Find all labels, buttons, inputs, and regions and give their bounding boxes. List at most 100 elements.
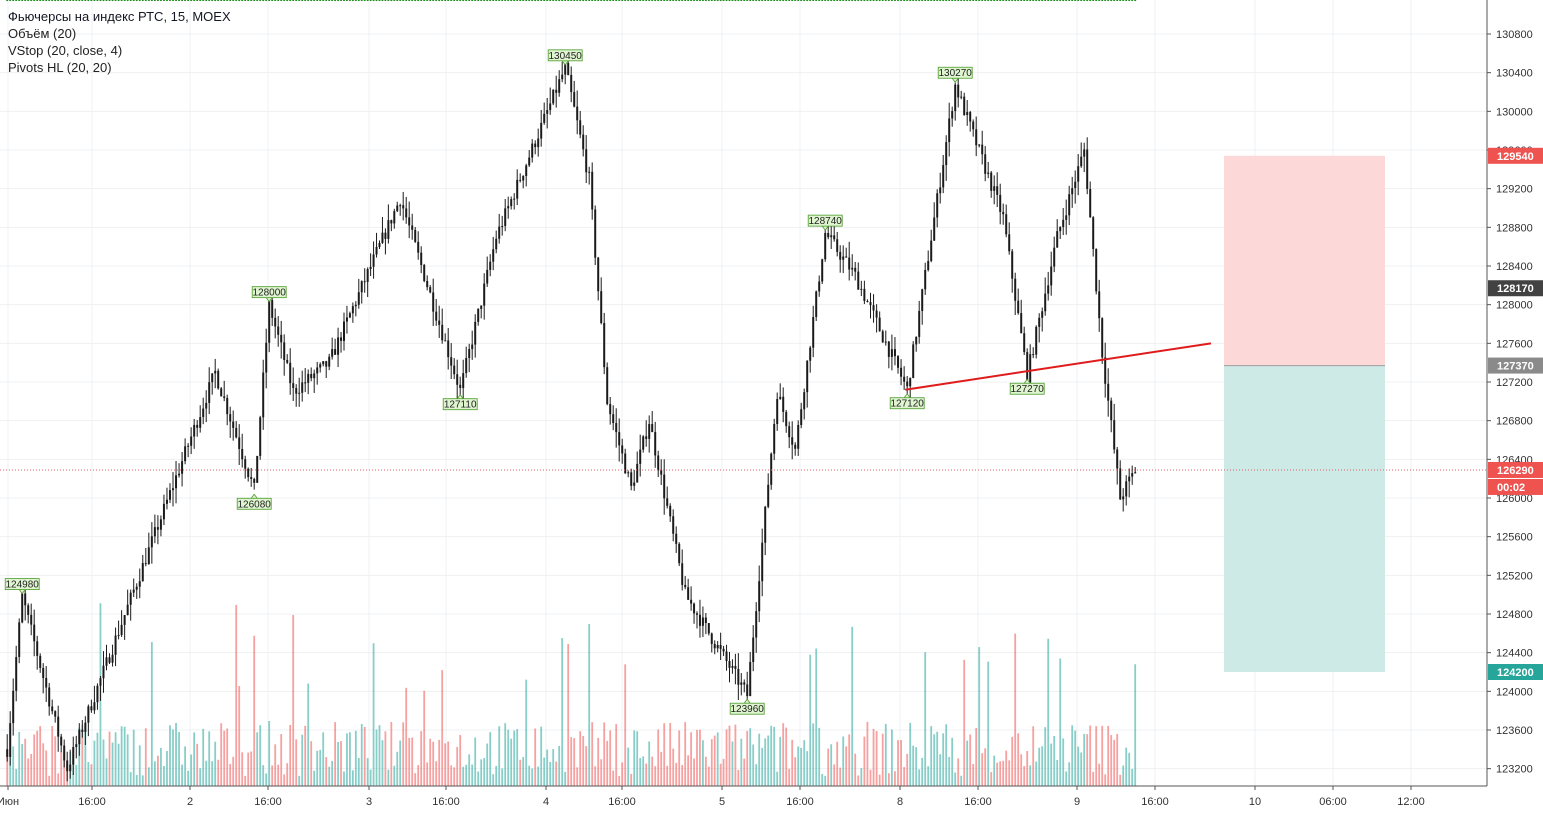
volume-bar — [642, 756, 645, 786]
volume-bar — [184, 746, 187, 786]
volume-bar — [525, 679, 528, 786]
candle-body — [903, 376, 906, 382]
candle-body — [36, 641, 39, 656]
price-tick-label: 123200 — [1496, 764, 1533, 776]
volume-bar — [627, 747, 630, 786]
candle-body — [999, 194, 1002, 212]
volume-bar — [900, 740, 902, 786]
volume-bar — [767, 735, 770, 786]
pivot-label-high: 128740 — [809, 216, 843, 227]
volume-bar — [836, 741, 839, 786]
vstop-dot — [875, 0, 878, 2]
candle-body — [1017, 300, 1020, 314]
vstop-dot — [990, 0, 993, 2]
vstop-dot — [1059, 0, 1062, 2]
candle-body — [1068, 194, 1071, 216]
time-tick-label: 16:00 — [78, 796, 106, 808]
candle-body — [606, 367, 609, 405]
candle-body — [951, 111, 954, 119]
volume-bar — [1116, 733, 1119, 786]
volume-bar — [912, 745, 915, 786]
volume-bar — [621, 762, 624, 786]
candle-body — [1020, 313, 1023, 334]
vstop-dot — [423, 0, 426, 2]
pivot-label-high: 130450 — [549, 51, 583, 62]
volume-bar — [507, 729, 510, 786]
volume-bar — [528, 765, 531, 786]
volume-bar — [1071, 725, 1074, 786]
volume-bar — [1026, 751, 1029, 786]
candle-body — [1005, 214, 1008, 235]
volume-bar — [369, 769, 372, 786]
vstop-dot — [1008, 0, 1011, 2]
candle-body — [492, 249, 495, 262]
vstop-dot — [348, 0, 352, 2]
pivots-indicator-label[interactable]: Pivots HL (20, 20) — [8, 60, 112, 75]
candle-body — [681, 563, 684, 585]
candle-body — [489, 261, 492, 270]
candle-body — [387, 220, 390, 239]
vstop-dot — [1083, 0, 1086, 2]
stop-loss-zone[interactable] — [1224, 155, 1385, 366]
volume-bar — [570, 737, 573, 786]
candle-body — [286, 359, 289, 363]
vstop-dot — [537, 0, 540, 2]
pivot-label-high: 124980 — [6, 580, 40, 591]
vstop-dot — [927, 0, 930, 2]
vstop-indicator-label[interactable]: VStop (20, close, 4) — [8, 43, 123, 58]
candle-body — [102, 665, 105, 679]
candle-body — [609, 404, 612, 415]
volume-bar — [1128, 752, 1131, 786]
volume-bar — [981, 753, 984, 786]
candle-body — [12, 690, 15, 724]
vstop-dot — [1107, 0, 1110, 2]
volume-bar — [891, 729, 893, 786]
vstop-dot — [522, 0, 525, 2]
vstop-dot — [869, 0, 872, 2]
volume-bar — [205, 760, 208, 786]
take-profit-zone[interactable] — [1224, 365, 1385, 673]
vstop-dot — [639, 0, 642, 2]
volume-bar — [378, 725, 381, 786]
volume-bar — [1011, 736, 1014, 786]
volume-bar — [354, 730, 357, 786]
vstop-dot — [1089, 0, 1092, 2]
candle-body — [1104, 357, 1107, 384]
volume-bar — [906, 753, 909, 786]
volume-bar — [918, 769, 921, 786]
volume-indicator-label[interactable]: Объём (20) — [8, 26, 77, 41]
candle-body — [528, 157, 531, 166]
vstop-dot — [681, 0, 684, 2]
candle-body — [800, 409, 803, 425]
volume-bar — [552, 749, 555, 786]
vstop-dot — [408, 0, 411, 2]
candle-body — [114, 635, 117, 655]
candle-body — [307, 373, 310, 383]
candle-body — [915, 336, 918, 345]
candle-body — [181, 461, 184, 474]
candle-body — [21, 593, 24, 623]
volume-bar — [87, 762, 90, 786]
volume-bar — [809, 654, 812, 786]
volume-bar — [280, 734, 283, 786]
price-tick-label: 129200 — [1496, 184, 1533, 196]
candle-body — [292, 383, 295, 389]
vstop-dot — [75, 0, 78, 2]
vstop-dot — [525, 0, 528, 2]
volume-bar — [987, 661, 990, 786]
volume-bar — [743, 758, 746, 786]
vstop-dot — [1077, 0, 1080, 2]
candle-body — [24, 593, 27, 606]
candle-body — [414, 229, 417, 242]
vstop-dot — [168, 0, 172, 2]
candle-body — [758, 581, 761, 612]
symbol-title[interactable]: Фьючерсы на индекс РТС, 15, MOEX — [8, 9, 231, 24]
trendline[interactable] — [905, 342, 1212, 391]
candle-body — [543, 113, 546, 123]
candle-body — [322, 361, 325, 365]
volume-bar — [740, 738, 743, 786]
vstop-dot — [313, 0, 316, 2]
candle-body — [1110, 400, 1113, 421]
